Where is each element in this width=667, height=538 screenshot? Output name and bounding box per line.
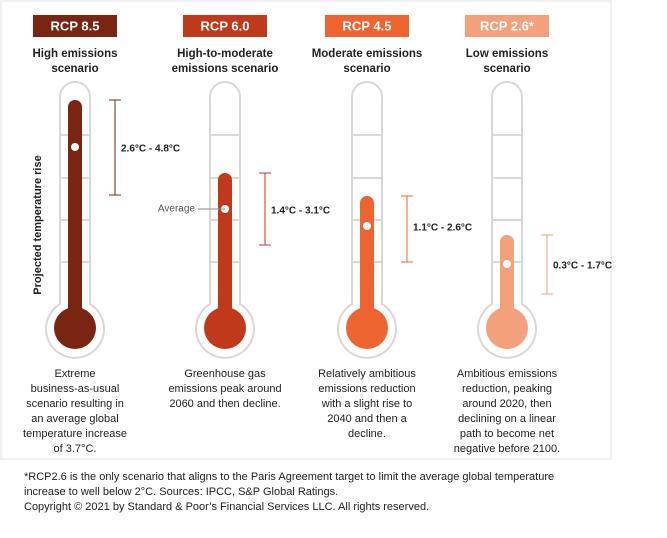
scenario-code: RCP 6.0 (201, 18, 250, 33)
bulb (54, 307, 96, 349)
scenario-title: High emissions (33, 48, 118, 60)
scenario-description: of 3.7°C. (54, 443, 97, 455)
mercury (360, 196, 374, 328)
bulb (346, 307, 388, 349)
scenario-description: emissions peak around (168, 383, 281, 395)
average-label: Average (158, 204, 196, 215)
footnote: Copyright © 2021 by Standard & Poor’s Fi… (24, 501, 429, 513)
scenario-description: temperature increase (23, 428, 127, 440)
range-label: 2.6°C - 4.8°C (121, 144, 180, 155)
scenario-description: 2060 and then decline. (169, 398, 280, 410)
scenario-description: with a slight rise to (321, 398, 412, 410)
scenario-code: RCP 4.5 (343, 18, 392, 33)
scenario-description: scenario resulting in (26, 398, 124, 410)
scenario-description: decline. (348, 428, 386, 440)
scenario-description: negative before 2100. (454, 443, 560, 455)
scenario-title: Moderate emissions (312, 48, 423, 60)
footnote: increase to well below 2°C. Sources: IPC… (24, 486, 338, 498)
average-dot (71, 143, 79, 151)
scenario-description: emissions reduction (318, 383, 415, 395)
scenario-code: RCP 2.6* (480, 18, 535, 33)
mercury (68, 100, 82, 328)
scenario-title: High-to-moderate (177, 48, 273, 60)
average-dot (503, 260, 511, 268)
mercury (218, 173, 232, 328)
range-label: 1.4°C - 3.1°C (271, 206, 330, 217)
scenario-description: path to become net (460, 428, 554, 440)
scenario-title: Low emissions (466, 48, 548, 60)
scenario-code: RCP 8.5 (51, 18, 100, 33)
mercury (500, 235, 514, 328)
scenario-title: scenario (343, 63, 390, 75)
footnote: *RCP2.6 is the only scenario that aligns… (24, 471, 554, 483)
scenario-description: around 2020, then (462, 398, 551, 410)
bulb (486, 307, 528, 349)
bulb (204, 307, 246, 349)
scenario-badge (325, 15, 409, 37)
axis-label: Projected temperature rise (32, 155, 44, 294)
scenario-description: reduction, peaking (462, 383, 552, 395)
range-label: 0.3°C - 1.7°C (553, 261, 612, 272)
scenario-description: an average global (31, 413, 118, 425)
scenario-description: Greenhouse gas (184, 368, 266, 380)
scenario-title: scenario (51, 63, 98, 75)
scenario-description: Extreme (55, 368, 96, 380)
average-dot (363, 222, 371, 230)
scenario-badge (465, 15, 549, 37)
scenario-description: business-as-usual (31, 383, 120, 395)
scenario-description: Relatively ambitious (318, 368, 416, 380)
scenario-description: 2040 and then a (327, 413, 407, 425)
scenario-description: declining on a linear (458, 413, 556, 425)
range-label: 1.1°C - 2.6°C (413, 223, 472, 234)
scenario-badge (183, 15, 267, 37)
scenario-badge (33, 15, 117, 37)
scenario-title: scenario (483, 63, 530, 75)
scenario-description: Ambitious emissions (457, 368, 558, 380)
scenario-title: emissions scenario (172, 63, 279, 75)
